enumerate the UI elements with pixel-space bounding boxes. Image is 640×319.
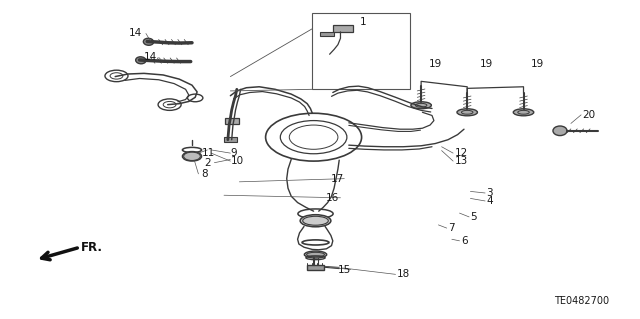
Text: 12: 12 bbox=[454, 148, 468, 158]
Text: 14: 14 bbox=[129, 28, 142, 39]
Text: 9: 9 bbox=[230, 148, 237, 158]
Bar bbox=[224, 137, 237, 142]
Ellipse shape bbox=[513, 109, 534, 116]
Text: 16: 16 bbox=[326, 193, 339, 203]
Text: 13: 13 bbox=[454, 156, 468, 166]
Text: 17: 17 bbox=[331, 174, 344, 184]
Text: 2: 2 bbox=[205, 158, 211, 168]
Text: 6: 6 bbox=[461, 236, 467, 246]
Bar bbox=[333, 25, 353, 32]
Bar bbox=[307, 265, 324, 270]
Text: FR.: FR. bbox=[81, 241, 103, 254]
Text: 18: 18 bbox=[397, 269, 410, 279]
Text: 15: 15 bbox=[337, 264, 351, 275]
Text: 1: 1 bbox=[360, 17, 367, 27]
Text: 8: 8 bbox=[202, 169, 208, 179]
Text: 19: 19 bbox=[531, 59, 544, 69]
Ellipse shape bbox=[143, 38, 154, 45]
Bar bbox=[320, 32, 334, 36]
Bar bbox=[225, 118, 239, 124]
Text: 19: 19 bbox=[429, 59, 442, 69]
Text: 5: 5 bbox=[470, 212, 477, 222]
Bar bbox=[312, 13, 410, 89]
Ellipse shape bbox=[182, 152, 202, 161]
Text: 19: 19 bbox=[480, 59, 493, 69]
Text: 4: 4 bbox=[486, 196, 493, 206]
Ellipse shape bbox=[411, 102, 431, 109]
Text: 11: 11 bbox=[202, 148, 215, 158]
Text: 10: 10 bbox=[230, 156, 244, 166]
Text: TE0482700: TE0482700 bbox=[554, 296, 609, 307]
Text: 20: 20 bbox=[582, 110, 596, 120]
Ellipse shape bbox=[300, 215, 331, 227]
Ellipse shape bbox=[457, 109, 477, 116]
Text: 14: 14 bbox=[143, 52, 157, 63]
Ellipse shape bbox=[553, 126, 567, 136]
Text: 3: 3 bbox=[486, 188, 493, 198]
Ellipse shape bbox=[136, 57, 146, 64]
Text: 7: 7 bbox=[448, 223, 454, 233]
Ellipse shape bbox=[305, 251, 326, 258]
